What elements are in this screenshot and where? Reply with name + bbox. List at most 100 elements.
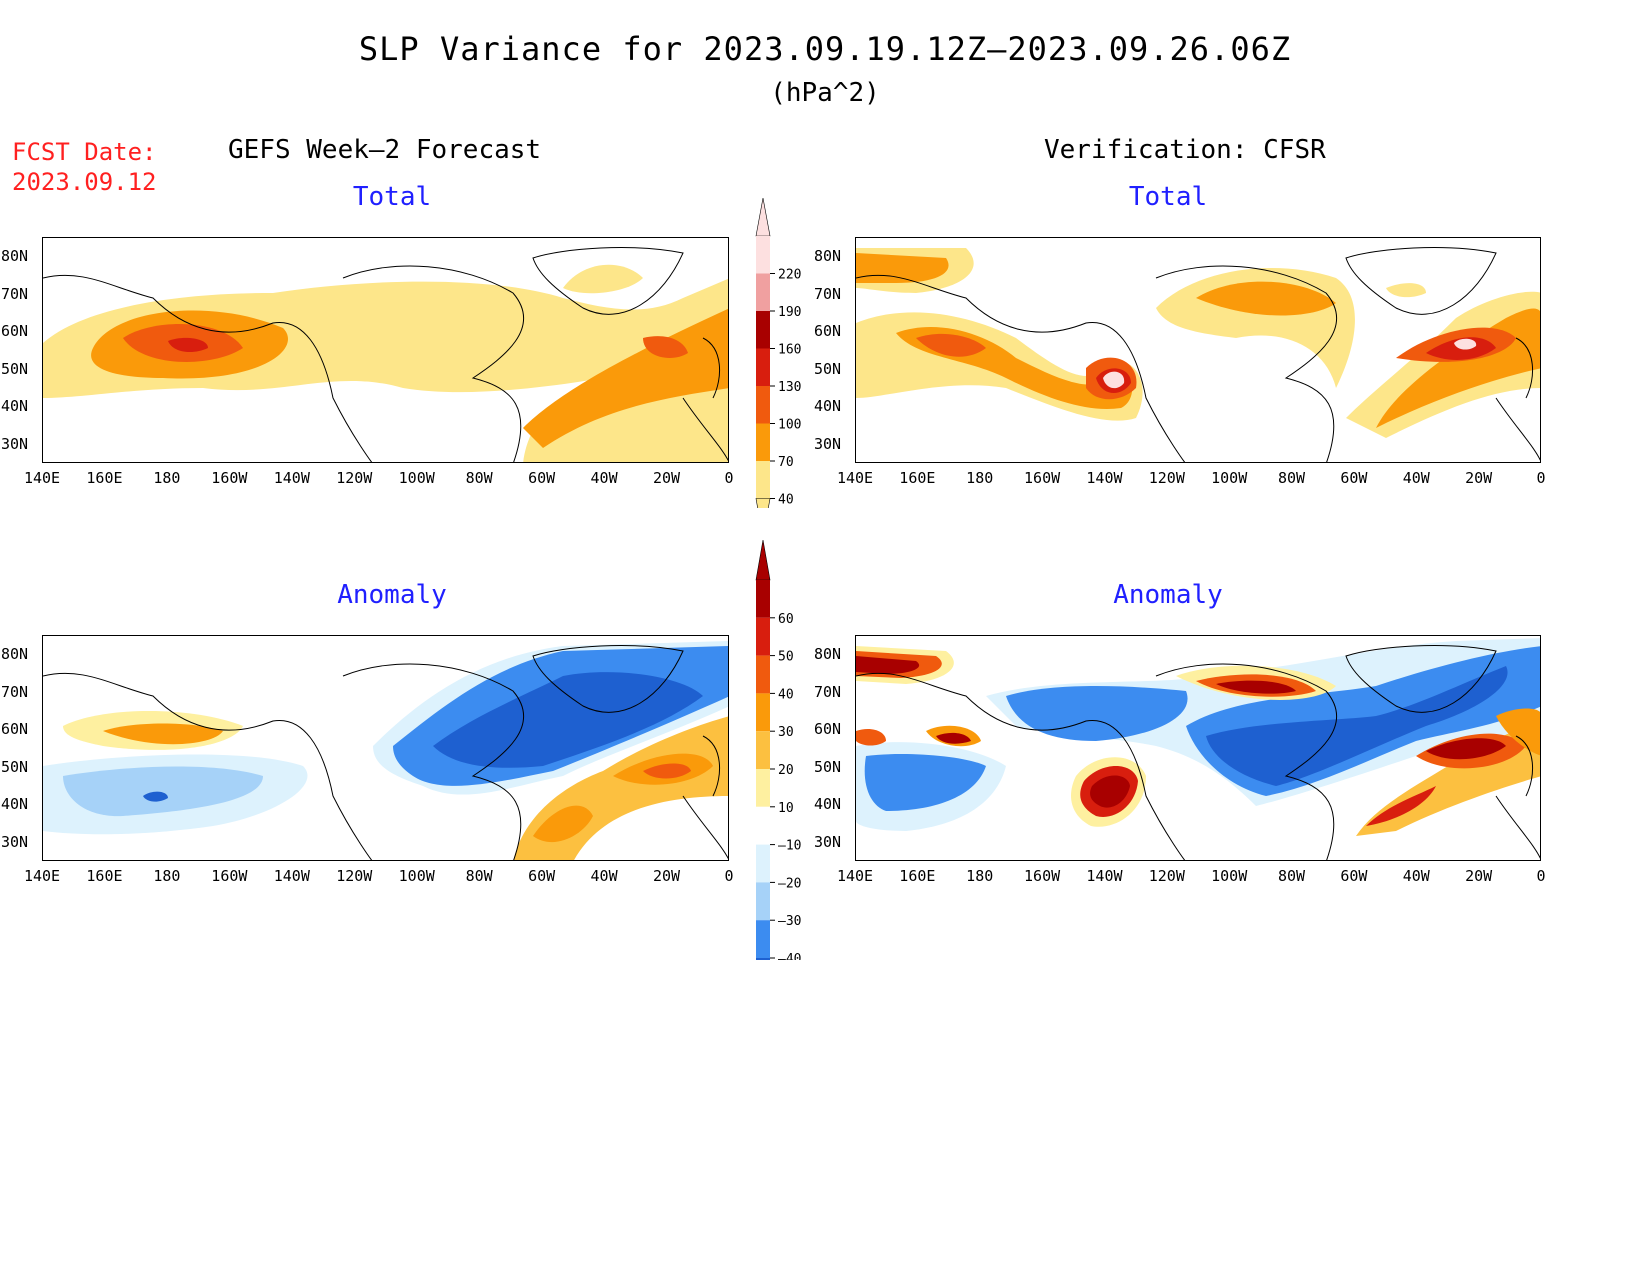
lon-label: 120W — [1148, 867, 1185, 885]
lat-label: 80N — [1, 247, 29, 265]
lat-label: 50N — [814, 757, 842, 776]
colorbar-label: –40 — [778, 952, 801, 960]
lat-label: 70N — [814, 682, 842, 701]
colorbar-total: 220 190 160 130 100 70 40 — [752, 197, 822, 539]
colorbar-swatch — [756, 386, 770, 424]
colorbar-label: –10 — [778, 839, 801, 854]
colorbar-swatch — [756, 580, 770, 618]
lon-label: 160E — [86, 867, 123, 885]
lon-label: 60W — [1340, 867, 1368, 885]
lon-label: 160E — [899, 469, 936, 487]
colorbar-swatch — [756, 655, 770, 694]
colorbar-swatch — [756, 693, 770, 732]
lon-label: 160E — [899, 867, 936, 885]
lat-label: 60N — [1, 720, 29, 738]
colorbar-swatch — [756, 461, 770, 499]
colorbar-anomaly: 60 50 40 30 20 10 –10 –20 –30 –40 — [752, 539, 822, 1036]
panel-title-total-forecast: Total — [352, 182, 432, 212]
colorbar-swatch — [756, 731, 770, 769]
lat-label: 40N — [1, 397, 29, 415]
colorbar-arrow-top — [755, 197, 771, 237]
lat-label: 70N — [814, 284, 842, 303]
lat-label: 30N — [814, 434, 842, 453]
colorbar-swatch — [756, 423, 770, 461]
lat-label: 70N — [1, 284, 29, 303]
units-label: (hPa^2) — [770, 78, 880, 108]
lon-label: 20W — [652, 867, 681, 885]
lon-label: 120W — [336, 867, 373, 885]
lon-label: 160E — [86, 469, 123, 487]
lon-label: 140E — [836, 469, 874, 487]
lon-label: 140W — [1086, 867, 1123, 885]
lon-label: 100W — [1211, 469, 1248, 487]
lat-label: 40N — [814, 795, 842, 813]
coastlines-anomaly-verification — [856, 645, 1540, 860]
colorbar-swatch — [756, 920, 770, 958]
lat-label: 60N — [1, 322, 29, 340]
colorbar-swatch — [756, 806, 770, 845]
lon-label: 140E — [23, 469, 61, 487]
fcst-date-label: FCST Date: — [12, 138, 157, 166]
lon-label: 0 — [724, 867, 734, 885]
lon-label: 60W — [528, 867, 556, 885]
colorbar-label: 100 — [778, 418, 801, 433]
lat-label: 30N — [814, 832, 842, 851]
contour-fill-anomaly-verification — [856, 638, 1540, 836]
lon-label: 20W — [652, 469, 681, 487]
lon-label: 180 — [153, 867, 181, 885]
lon-label: 100W — [1211, 867, 1248, 885]
lon-label: 80W — [1277, 469, 1306, 487]
lat-label: 50N — [814, 359, 842, 378]
figure-title: SLP Variance for 2023.09.19.12Z–2023.09.… — [358, 30, 1292, 68]
colorbar-label: –20 — [778, 876, 801, 891]
contour-fill-total-verification — [856, 248, 1540, 438]
coastlines-total-verification — [856, 247, 1540, 462]
lat-label: 60N — [814, 720, 842, 738]
colorbar-label: 50 — [778, 650, 794, 665]
lon-label: 160W — [1024, 469, 1061, 487]
right-column-title: Verification: CFSR — [1044, 135, 1326, 165]
lon-label: 180 — [153, 469, 181, 487]
lon-label: 120W — [1148, 469, 1185, 487]
coastlines-total-forecast — [43, 247, 728, 462]
lat-label: 30N — [1, 434, 29, 453]
lon-label: 140W — [273, 469, 310, 487]
lon-label: 0 — [724, 469, 734, 487]
colorbar-arrow-bottom — [755, 498, 771, 539]
lon-label: 60W — [528, 469, 556, 487]
lon-label: 40W — [590, 867, 618, 885]
lon-label: 60W — [1340, 469, 1368, 487]
map-total-verification — [855, 237, 1541, 463]
colorbar-label: 30 — [778, 725, 794, 740]
panel-title-anomaly-verification: Anomaly — [1113, 580, 1223, 610]
colorbar-swatch — [756, 236, 770, 274]
lon-label: 0 — [1536, 867, 1546, 885]
lon-label: 140E — [23, 867, 61, 885]
lon-label: 0 — [1536, 469, 1546, 487]
lat-label: 40N — [1, 795, 29, 813]
lon-label: 80W — [465, 867, 493, 885]
lon-label: 180 — [966, 867, 994, 885]
lat-label: 70N — [1, 682, 29, 701]
lat-label: 80N — [814, 247, 842, 265]
colorbar-label: 70 — [778, 455, 794, 470]
colorbar-label: 60 — [778, 612, 794, 627]
lon-label: 160W — [211, 469, 248, 487]
lon-label: 180 — [966, 469, 994, 487]
lon-label: 160W — [1024, 867, 1061, 885]
lon-label: 140W — [273, 867, 310, 885]
lon-label: 20W — [1465, 867, 1493, 885]
fcst-date-block: FCST Date: 2023.09.12 — [12, 137, 157, 197]
colorbar-label: 10 — [778, 801, 794, 816]
colorbar-label: 20 — [778, 763, 794, 778]
lon-label: 80W — [465, 469, 493, 487]
lon-label: 100W — [398, 867, 435, 885]
fcst-date-value: 2023.09.12 — [12, 168, 157, 196]
lon-label: 100W — [398, 469, 435, 487]
colorbar-label: 220 — [778, 268, 801, 283]
left-column-title: GEFS Week–2 Forecast — [228, 135, 542, 165]
map-anomaly-verification — [855, 635, 1541, 861]
panel-title-anomaly-forecast: Anomaly — [337, 580, 447, 610]
lat-label: 40N — [814, 397, 842, 415]
colorbar-label: 190 — [778, 305, 801, 320]
